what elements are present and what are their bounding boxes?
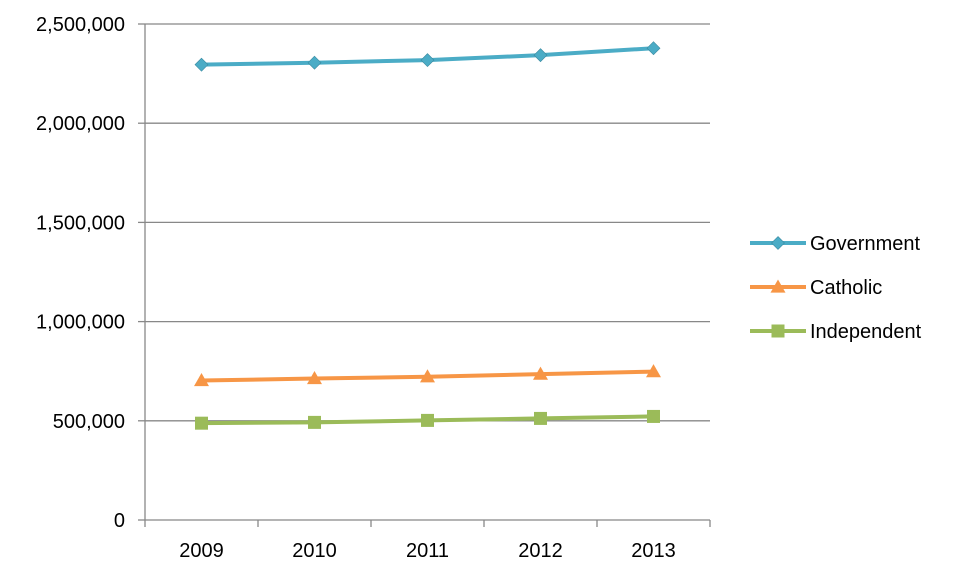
x-tick-label: 2012 (518, 540, 563, 562)
series (194, 41, 661, 430)
data-point-catholic (420, 369, 435, 383)
data-point-independent (421, 413, 434, 427)
y-axis-ticks: 0 500,000 1,000,000 1,500,000 2,000,000 2,500… (36, 14, 125, 532)
x-tick-label: 2011 (406, 540, 449, 562)
y-tick-label: 1,500,000 (36, 212, 125, 234)
data-point-catholic (307, 371, 322, 385)
data-point-catholic (533, 366, 548, 380)
y-tick-label: 2,000,000 (36, 113, 125, 135)
legend-item-independent: Independent (750, 321, 922, 343)
x-axis-ticks: 2009 2010 2011 2012 2013 (179, 540, 676, 562)
legend-label-government: Government (810, 233, 920, 255)
data-point-independent (308, 415, 321, 429)
series-independent (195, 409, 660, 430)
legend-item-government: Government (750, 233, 920, 255)
gridlines (145, 23, 710, 422)
data-point-catholic (194, 373, 209, 387)
legend: Government Catholic Independent (750, 233, 922, 343)
legend-label-independent: Independent (810, 321, 922, 343)
data-point-government (646, 41, 661, 56)
x-tick-label: 2009 (179, 540, 224, 562)
legend-marker-government (771, 236, 785, 250)
y-tick-label: 1,000,000 (36, 312, 125, 334)
axes (138, 23, 711, 527)
legend-label-catholic: Catholic (810, 277, 882, 299)
data-point-catholic (646, 364, 661, 378)
data-point-government (533, 48, 548, 63)
data-point-independent (195, 416, 208, 430)
legend-marker-catholic (770, 279, 786, 293)
data-point-government (194, 57, 209, 72)
x-tick-label: 2010 (292, 540, 337, 562)
data-point-independent (647, 409, 660, 423)
y-tick-label: 2,500,000 (36, 14, 125, 36)
data-point-government (420, 53, 435, 68)
legend-item-catholic: Catholic (750, 277, 882, 299)
y-tick-label: 0 (114, 510, 125, 532)
data-point-government (307, 55, 322, 70)
y-tick-label: 500,000 (53, 411, 125, 433)
x-tick-label: 2013 (631, 540, 676, 562)
series-government (194, 41, 661, 72)
series-catholic (194, 364, 661, 387)
data-point-independent (534, 411, 547, 425)
legend-marker-independent (771, 324, 785, 338)
